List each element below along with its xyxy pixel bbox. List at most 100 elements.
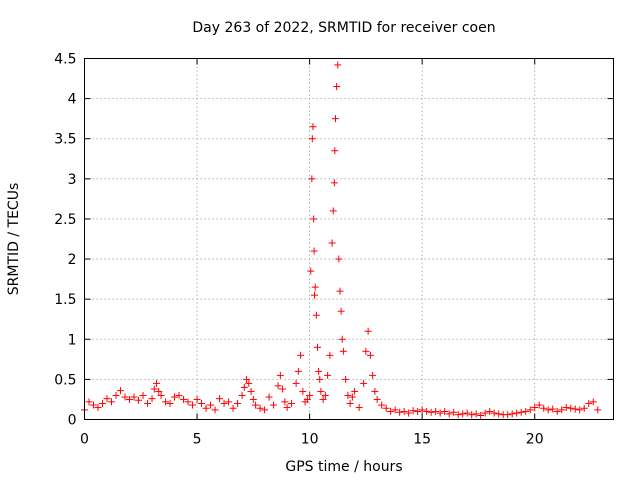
data-point — [414, 407, 422, 415]
data-point — [333, 83, 341, 91]
data-point — [252, 401, 260, 409]
data-point — [279, 385, 287, 393]
data-point — [450, 408, 458, 416]
data-point — [535, 401, 543, 409]
data-point — [274, 382, 282, 390]
data-point — [312, 311, 320, 319]
data-point — [315, 367, 323, 375]
data-point — [585, 399, 593, 407]
data-point — [405, 409, 413, 417]
y-tick-label: 3.5 — [54, 132, 76, 148]
data-point — [396, 408, 404, 416]
data-point — [162, 398, 170, 406]
data-point — [445, 410, 453, 418]
y-axis-label: SRMTID / TECUs — [6, 183, 22, 296]
data-point — [229, 404, 237, 412]
data-point — [571, 405, 579, 413]
data-point — [99, 399, 107, 407]
data-point — [316, 375, 324, 383]
data-point — [180, 395, 188, 403]
data-point — [409, 407, 417, 415]
data-point — [303, 395, 311, 403]
data-point — [562, 403, 570, 411]
y-tick-label: 2 — [68, 252, 77, 268]
data-point — [576, 406, 584, 414]
data-point — [360, 379, 368, 387]
data-point — [288, 399, 296, 407]
y-tick-label: 0.5 — [54, 372, 76, 388]
data-point — [189, 401, 197, 409]
data-point — [382, 404, 390, 412]
data-point — [306, 391, 314, 399]
data-point — [261, 406, 269, 414]
x-tick-label: 5 — [193, 432, 202, 448]
data-point — [144, 399, 152, 407]
data-point — [526, 406, 534, 414]
x-axis-ticks: 0 5 10 15 20 — [80, 58, 544, 448]
data-point — [549, 405, 557, 413]
data-point — [198, 399, 206, 407]
data-point — [366, 351, 374, 359]
y-tick-label: 3 — [68, 172, 77, 188]
data-point — [328, 239, 336, 247]
data-point — [211, 406, 219, 414]
data-point — [245, 379, 253, 387]
data-point — [139, 391, 147, 399]
data-point — [364, 327, 372, 335]
data-point — [308, 135, 316, 143]
data-point — [247, 387, 255, 395]
data-point — [513, 409, 521, 417]
data-point — [567, 404, 575, 412]
data-point — [292, 379, 300, 387]
data-point — [148, 395, 156, 403]
data-point — [184, 398, 192, 406]
data-point — [436, 409, 444, 417]
data-point — [468, 411, 476, 419]
data-point — [94, 403, 102, 411]
data-point — [339, 347, 347, 355]
data-point — [216, 395, 224, 403]
data-point — [121, 393, 129, 401]
y-tick-label: 1 — [68, 332, 77, 348]
data-point — [472, 410, 480, 418]
data-point — [432, 407, 440, 415]
data-point — [495, 410, 503, 418]
x-axis-label: GPS time / hours — [285, 459, 402, 475]
data-point — [337, 307, 345, 315]
data-point — [351, 387, 359, 395]
data-point — [418, 406, 426, 414]
data-point — [477, 411, 485, 419]
data-point — [240, 383, 248, 391]
data-point — [553, 407, 561, 415]
data-point — [117, 387, 125, 395]
data-point — [234, 399, 242, 407]
data-point — [297, 351, 305, 359]
data-point — [355, 403, 363, 411]
data-point — [202, 404, 210, 412]
y-tick-label: 4 — [68, 92, 77, 108]
data-point — [294, 367, 302, 375]
data-point — [85, 398, 93, 406]
data-point — [317, 387, 325, 395]
y-tick-label: 1.5 — [54, 292, 76, 308]
data-point — [193, 395, 201, 403]
data-point — [336, 287, 344, 295]
data-point — [531, 403, 539, 411]
data-point — [338, 335, 346, 343]
data-point — [344, 391, 352, 399]
data-point — [362, 347, 370, 355]
data-point — [441, 407, 449, 415]
x-tick-label: 0 — [80, 432, 89, 448]
data-point — [155, 387, 163, 395]
y-tick-label: 0 — [68, 413, 77, 429]
data-point — [307, 267, 315, 275]
data-point — [463, 409, 471, 417]
data-point — [369, 371, 377, 379]
data-point — [309, 123, 317, 131]
data-point — [130, 393, 138, 401]
data-point — [112, 391, 120, 399]
data-point — [517, 408, 525, 416]
data-point — [308, 175, 316, 183]
data-point — [311, 283, 319, 291]
